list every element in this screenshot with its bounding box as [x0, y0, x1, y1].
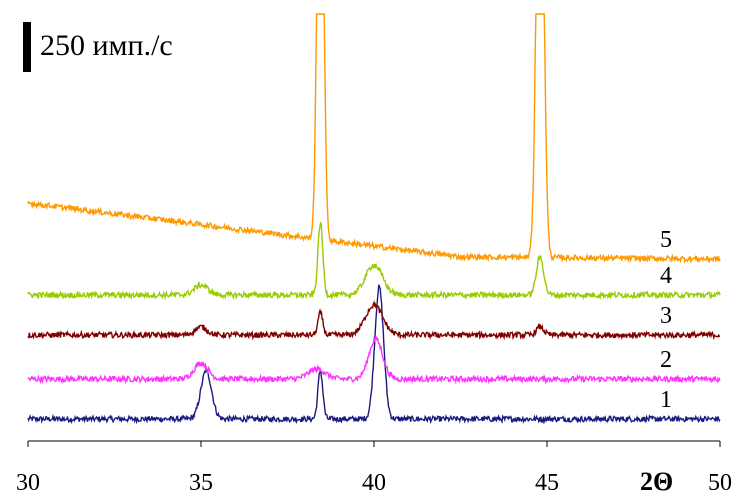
x-tick-label: 45 [535, 470, 559, 496]
scale-bar-label: 250 имп./с [40, 29, 173, 62]
series-4-label: 4 [660, 263, 672, 289]
series-labels: 1 2 3 4 5 [660, 227, 672, 413]
series-2-label: 2 [660, 347, 672, 373]
series-3-line [27, 300, 721, 341]
x-tick-labels: 30 35 40 45 50 [16, 470, 732, 496]
series-1-line [27, 284, 721, 425]
series-5-line [27, 13, 721, 264]
series-3-label: 3 [660, 303, 672, 329]
series-2-line [27, 336, 721, 385]
scale-bar [23, 22, 31, 72]
series-1-label: 1 [660, 387, 672, 413]
series-5-label: 5 [660, 227, 672, 253]
x-axis-label: 2Θ [640, 467, 673, 496]
series-layer [27, 13, 721, 425]
x-tick-label: 40 [362, 470, 386, 496]
x-tick-label: 50 [708, 470, 732, 496]
x-tick-label: 35 [189, 470, 213, 496]
x-tick-label: 30 [16, 470, 40, 496]
series-4-line [27, 221, 721, 301]
x-tick-marks [27, 441, 721, 447]
